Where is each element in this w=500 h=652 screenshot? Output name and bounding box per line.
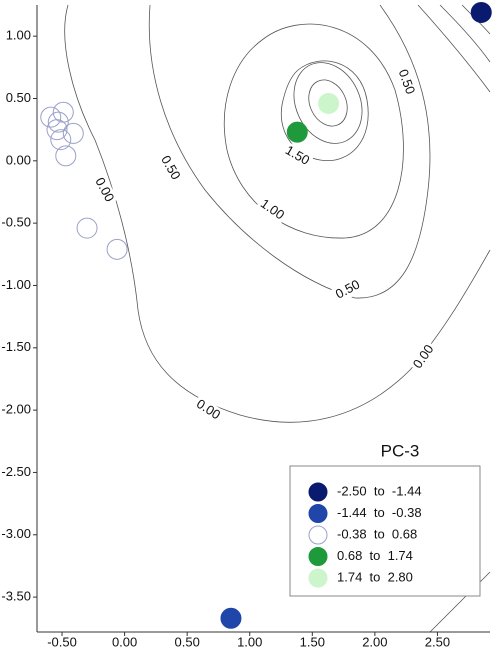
legend-marker xyxy=(308,482,328,502)
contour-line xyxy=(439,4,491,63)
data-point xyxy=(46,119,68,141)
data-point xyxy=(286,121,308,143)
contour-label-bg xyxy=(255,194,289,226)
data-point xyxy=(106,238,128,260)
x-tick-label: 0.00 xyxy=(112,634,137,647)
contour-line xyxy=(280,60,369,162)
data-point xyxy=(40,106,62,128)
legend-label: -2.50 to -1.44 xyxy=(337,483,422,498)
y-tick-label: -1.50 xyxy=(1,339,31,354)
contour-line xyxy=(223,23,404,239)
contour-line xyxy=(148,4,431,299)
y-tick-label: -1.00 xyxy=(1,277,31,292)
legend-label: 1.74 to 2.80 xyxy=(337,569,413,584)
data-point xyxy=(470,1,492,23)
legend-marker xyxy=(308,568,328,588)
contour-label-bg xyxy=(89,173,119,207)
contour-line xyxy=(293,62,363,144)
x-tick-label: -0.50 xyxy=(47,634,77,647)
x-tick-label: 0.50 xyxy=(175,634,200,647)
x-tick-label: 2.00 xyxy=(362,634,387,647)
data-point xyxy=(55,145,77,167)
data-point xyxy=(76,217,98,239)
legend-label: -1.44 to -0.38 xyxy=(337,505,422,520)
x-tick-label: 1.50 xyxy=(300,634,325,647)
data-point xyxy=(50,129,72,151)
contour-label-bg xyxy=(393,65,419,99)
contour-line xyxy=(429,571,491,633)
y-tick-label: -3.00 xyxy=(1,526,31,541)
contour-label: 0.50 xyxy=(396,67,419,96)
y-tick-label: -2.00 xyxy=(1,402,31,417)
contour-label-bg xyxy=(191,395,225,425)
legend-marker xyxy=(308,525,328,545)
contour-line xyxy=(308,79,348,127)
x-tick-label: 1.00 xyxy=(237,634,262,647)
y-tick-label: 0.00 xyxy=(6,152,31,167)
x-tick-label: 2.50 xyxy=(425,634,450,647)
contour-label-bg xyxy=(155,151,185,185)
legend-label: -0.38 to 0.68 xyxy=(337,526,417,541)
data-point xyxy=(47,111,69,133)
legend-marker xyxy=(308,504,328,523)
data-point xyxy=(62,122,84,144)
data-point xyxy=(220,607,242,629)
contour-line xyxy=(417,4,491,93)
y-tick-label: -0.50 xyxy=(1,215,31,230)
y-tick-label: -3.50 xyxy=(1,589,31,604)
data-point xyxy=(318,92,340,114)
y-tick-label: -2.50 xyxy=(1,464,31,479)
y-tick-label: 1.00 xyxy=(6,28,31,43)
contour-label-bg xyxy=(331,275,365,305)
legend-marker xyxy=(308,547,328,566)
y-tick-label: 0.50 xyxy=(6,90,31,105)
contour-label-bg xyxy=(408,340,440,374)
legend-title: PC-3 xyxy=(381,441,420,460)
contour-label-bg xyxy=(280,141,314,171)
legend-label: 0.68 to 1.74 xyxy=(337,548,413,563)
